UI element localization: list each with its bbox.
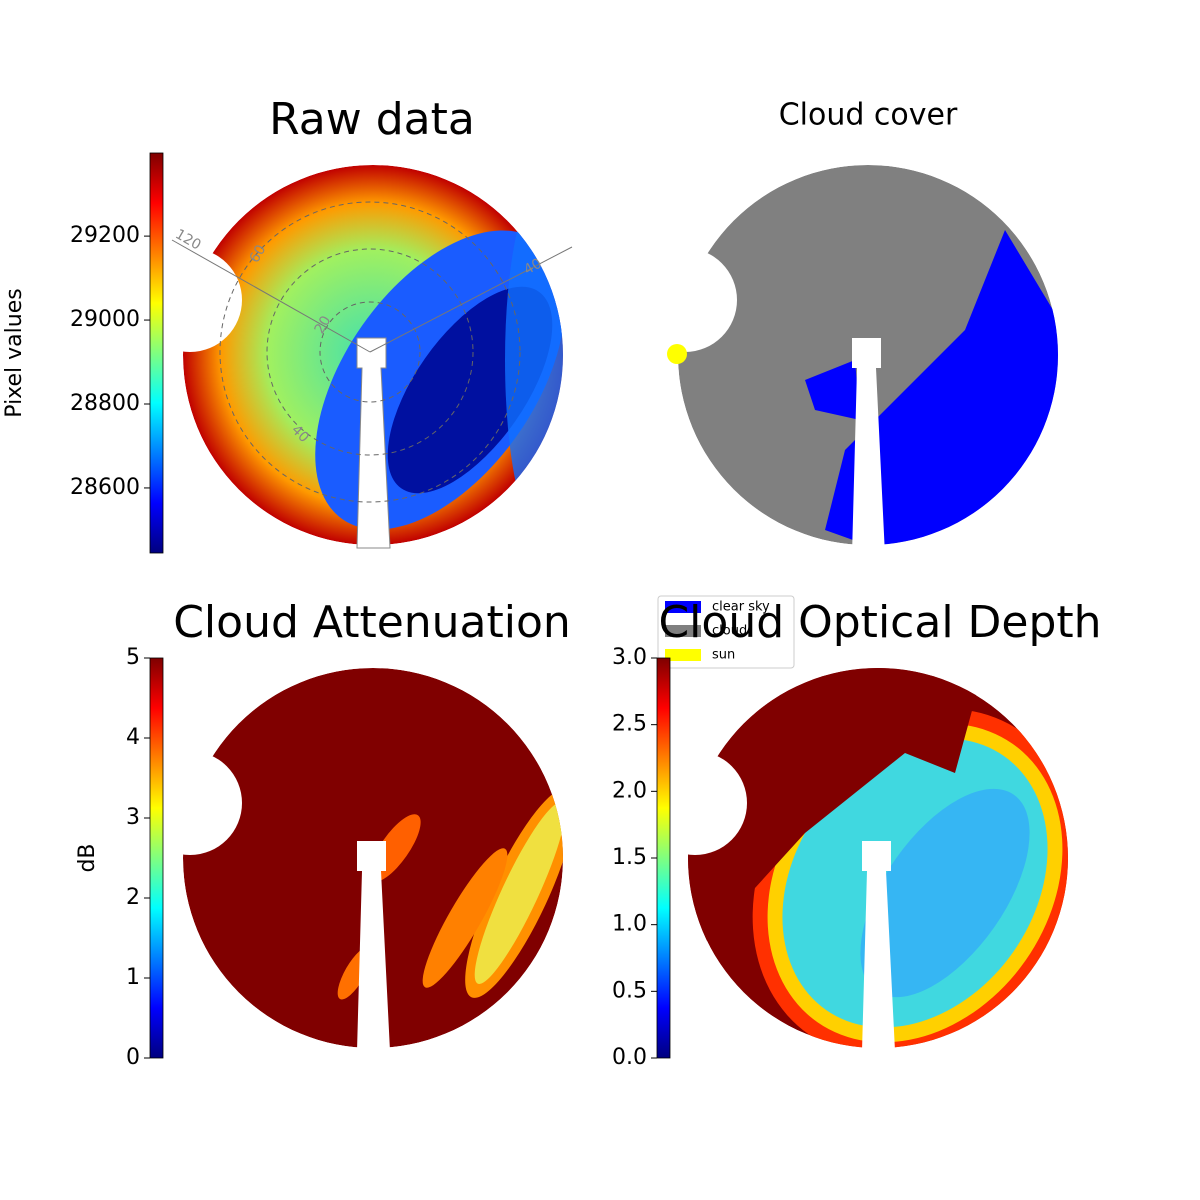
- colorbar: [149, 657, 164, 1059]
- colorbar-label: Pixel values: [2, 288, 27, 417]
- panel-title: Raw data: [269, 94, 475, 145]
- polar-axis: [369, 246, 573, 353]
- legend-label: cloud: [712, 624, 747, 639]
- tick-label: 2.5: [612, 712, 647, 737]
- polar-label: 40: [521, 256, 544, 279]
- tick-label: 1.5: [612, 845, 647, 870]
- attenuation-image: [138, 668, 563, 1051]
- tick-label: 1: [126, 965, 140, 990]
- sun-marker: [667, 344, 687, 364]
- legend: clear sky cloud sun: [657, 595, 795, 669]
- raw-image: [183, 165, 563, 545]
- tick-label: 28600: [70, 475, 140, 500]
- legend-swatch: [665, 649, 701, 661]
- polar-label: 60: [247, 242, 270, 265]
- tick-label: 29000: [70, 307, 140, 332]
- panel-title: Cloud Attenuation: [173, 597, 571, 648]
- colorbar: [656, 657, 671, 1059]
- tick-label: 0.0: [612, 1045, 647, 1070]
- legend-label: sun: [712, 648, 735, 663]
- legend-label: clear sky: [712, 600, 770, 615]
- polar-grid: [219, 201, 521, 503]
- legend-swatch: [665, 625, 701, 637]
- legend-swatch: [665, 601, 701, 613]
- polar-label: 20: [312, 313, 335, 336]
- polar-axis: [171, 239, 371, 353]
- optical-depth-image: [643, 668, 1068, 1051]
- tick-label: 2: [126, 885, 140, 910]
- tick-label: 4: [126, 725, 140, 750]
- tick-label: 28800: [70, 391, 140, 416]
- colorbar-label: dB: [75, 843, 100, 872]
- tick-label: 0: [126, 1045, 140, 1070]
- tick-label: 29200: [70, 223, 140, 248]
- tick-label: 5: [126, 645, 140, 670]
- cloud-cover-image: [633, 165, 1058, 555]
- colorbar: [149, 152, 164, 554]
- tick-label: 2.0: [612, 778, 647, 803]
- tick-label: 0.5: [612, 978, 647, 1003]
- panel-title: Cloud cover: [779, 98, 958, 133]
- panel-title: Cloud Optical Depth: [658, 597, 1101, 648]
- tick-label: 1.0: [612, 912, 647, 937]
- tick-label: 3: [126, 805, 140, 830]
- tick-label: 3.0: [612, 645, 647, 670]
